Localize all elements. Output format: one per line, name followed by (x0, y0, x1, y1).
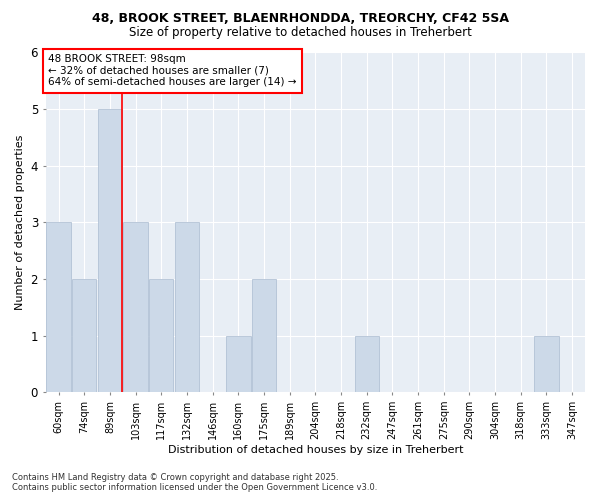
Bar (72, 279, 97, 392)
X-axis label: Distribution of detached houses by size in Treherbert: Distribution of detached houses by size … (167, 445, 463, 455)
Bar (534, 336, 559, 392)
Y-axis label: Number of detached properties: Number of detached properties (15, 134, 25, 310)
Bar (175, 222, 199, 392)
Text: Contains HM Land Registry data © Crown copyright and database right 2025.
Contai: Contains HM Land Registry data © Crown c… (12, 473, 377, 492)
Bar (355, 336, 379, 392)
Bar (98, 109, 122, 393)
Bar (124, 222, 148, 392)
Bar (252, 279, 276, 392)
Text: 48 BROOK STREET: 98sqm
← 32% of detached houses are smaller (7)
64% of semi-deta: 48 BROOK STREET: 98sqm ← 32% of detached… (49, 54, 297, 88)
Bar (149, 279, 173, 392)
Text: Size of property relative to detached houses in Treherbert: Size of property relative to detached ho… (128, 26, 472, 39)
Bar (46, 222, 71, 392)
Text: 48, BROOK STREET, BLAENRHONDDA, TREORCHY, CF42 5SA: 48, BROOK STREET, BLAENRHONDDA, TREORCHY… (91, 12, 509, 26)
Bar (226, 336, 251, 392)
